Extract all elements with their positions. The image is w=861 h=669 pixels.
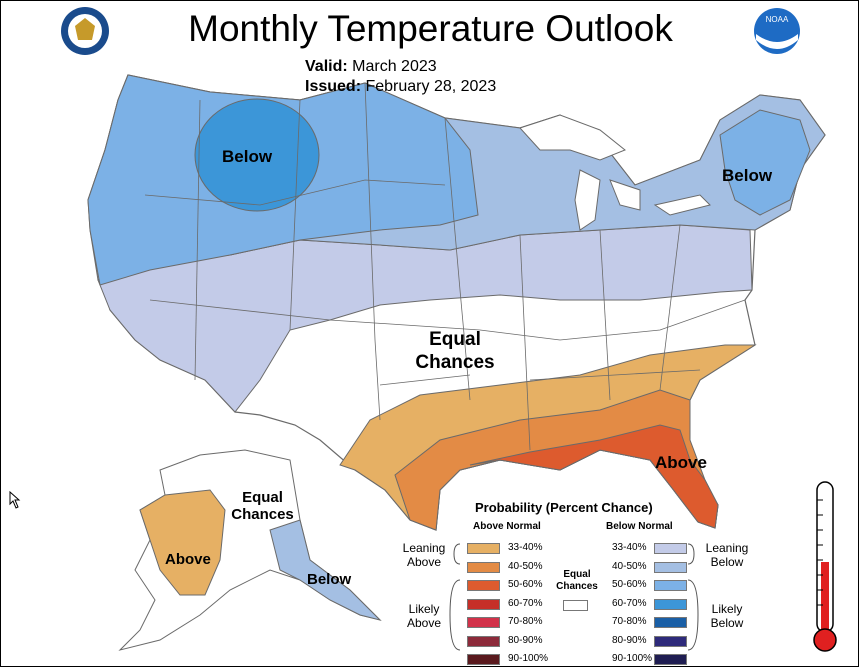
label-alaska-equal-chances: Equal Chances — [225, 489, 300, 523]
legend-below-swatch — [654, 598, 687, 610]
alaska-equal-line1: Equal — [242, 489, 283, 506]
likely-above-line2: Above — [406, 616, 442, 630]
legend-equal-chances: Equal Chances — [547, 569, 607, 593]
legend-above-swatch — [467, 561, 500, 573]
legend-leaning-below: Leaning Below — [699, 541, 755, 569]
legend-above-range: 33-40% — [508, 542, 543, 553]
legend-above-swatch — [467, 598, 500, 610]
issued-label: Issued: — [305, 78, 362, 95]
legend-equal-swatch — [563, 600, 588, 611]
legend-above-header: Above Normal — [473, 521, 541, 532]
svg-text:NOAA: NOAA — [766, 15, 789, 24]
great-lakes — [519, 114, 711, 231]
legend-above-range: 50-60% — [508, 579, 543, 590]
noaa-logo: NOAA — [754, 8, 800, 54]
equal-chances-line2: Chances — [415, 352, 495, 373]
legend-above-swatch — [467, 635, 500, 647]
label-below-west: Below — [222, 147, 273, 166]
page-title: Monthly Temperature Outlook — [188, 8, 673, 49]
likely-below-line2: Below — [710, 616, 744, 630]
thermometer-icon — [813, 481, 837, 652]
legend-above-range: 80-90% — [508, 634, 543, 646]
label-above-southeast: Above — [655, 453, 707, 472]
leaning-below-line2: Below — [710, 555, 744, 569]
issued-value: February 28, 2023 — [365, 78, 497, 95]
issued-line: Issued: February 28, 2023 — [305, 78, 496, 96]
legend-below-range: 40-50% — [612, 560, 647, 572]
legend-leaning-above: Leaning Above — [396, 541, 452, 569]
likely-below-line1: Likely — [711, 602, 743, 616]
valid-value: March 2023 — [352, 58, 437, 75]
legend-below-swatch — [654, 617, 687, 628]
move-cursor-icon — [9, 490, 21, 509]
legend-likely-below: Likely Below — [699, 602, 755, 630]
legend-above-range: 70-80% — [508, 616, 543, 627]
legend-above-range: 60-70% — [508, 597, 543, 609]
likely-above-line1: Likely — [408, 602, 440, 616]
legend-below-swatch — [654, 543, 687, 554]
legend-brackets — [449, 543, 699, 651]
legend-above-range: 40-50% — [508, 560, 543, 572]
legend-equal-line2: Chances — [556, 581, 598, 592]
state-lines — [144, 82, 746, 451]
legend-below-swatch — [654, 561, 687, 573]
label-equal-chances: Equal Chances — [410, 328, 500, 374]
commerce-seal — [61, 7, 109, 55]
legend-below-swatch — [654, 635, 687, 647]
legend-below-range: 50-60% — [612, 579, 647, 590]
legend-above-swatch — [467, 654, 500, 665]
valid-label: Valid: — [305, 58, 348, 75]
legend-likely-above: Likely Above — [396, 602, 452, 630]
label-below-northeast: Below — [722, 166, 773, 185]
leaning-above-line1: Leaning — [402, 541, 446, 555]
legend-above-range: 90-100% — [508, 653, 549, 664]
legend-above-swatch — [467, 543, 500, 554]
below-50-60-northeast-region — [719, 109, 811, 216]
legend-below-swatch — [654, 654, 687, 665]
alaska-equal-line2: Chances — [231, 506, 294, 523]
label-alaska-above: Above — [165, 551, 211, 568]
valid-line: Valid: March 2023 — [305, 58, 437, 76]
legend-above-swatch — [467, 580, 500, 591]
label-alaska-below: Below — [307, 571, 352, 588]
above-50-60-region — [469, 424, 719, 529]
legend-below-range: 33-40% — [612, 542, 647, 553]
leaning-above-line2: Above — [406, 555, 442, 569]
legend-above-swatch — [467, 617, 500, 628]
legend-title: Probability (Percent Chance) — [475, 500, 653, 515]
legend-below-range: 60-70% — [612, 597, 647, 609]
legend-below-range: 90-100% — [612, 653, 653, 664]
legend-equal-line1: Equal — [563, 569, 591, 580]
legend-below-range: 80-90% — [612, 634, 647, 646]
legend-below-range: 70-80% — [612, 616, 647, 627]
equal-chances-line1: Equal — [429, 329, 481, 350]
below-60-70-core-region — [194, 98, 320, 212]
alaska-above-region — [139, 489, 226, 596]
leaning-below-line1: Leaning — [705, 541, 749, 555]
legend-below-swatch — [654, 580, 687, 591]
legend-below-header: Below Normal — [606, 521, 673, 532]
alaska-below-region — [269, 519, 382, 621]
